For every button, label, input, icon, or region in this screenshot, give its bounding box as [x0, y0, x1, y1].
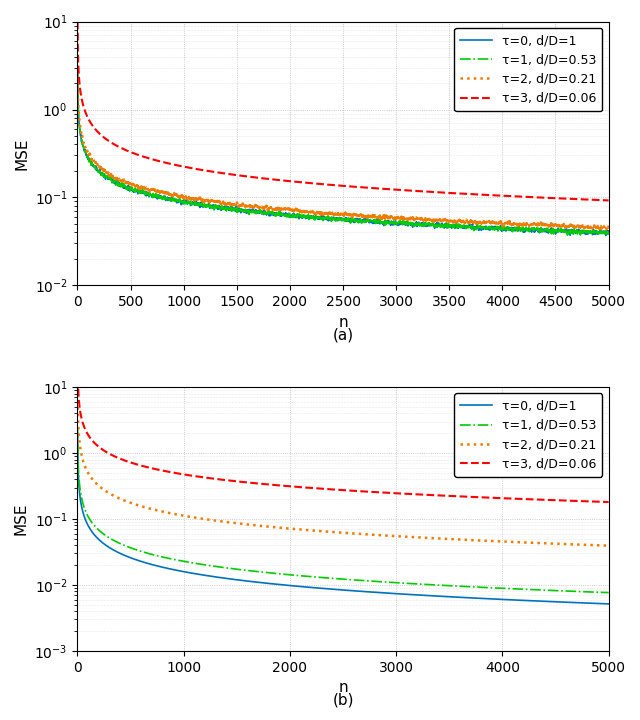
- τ=1, d/D=0.53: [605, 229, 612, 238]
- τ=0, d/D=1: [510, 595, 518, 604]
- τ=1, d/D=0.53: [419, 580, 427, 588]
- τ=3, d/D=0.06: [392, 489, 400, 498]
- τ=2, d/D=0.21: [170, 189, 178, 198]
- τ=2, d/D=0.21: [510, 538, 518, 546]
- τ=1, d/D=0.53: [170, 555, 178, 564]
- τ=0, d/D=1: [510, 224, 518, 233]
- τ=0, d/D=1: [470, 225, 477, 234]
- τ=1, d/D=0.53: [510, 225, 518, 234]
- τ=2, d/D=0.21: [276, 523, 284, 532]
- τ=2, d/D=0.21: [470, 536, 477, 544]
- τ=0, d/D=1: [74, 429, 81, 438]
- τ=1, d/D=0.53: [170, 195, 178, 204]
- τ=3, d/D=0.06: [419, 490, 427, 499]
- τ=3, d/D=0.06: [276, 176, 284, 184]
- τ=0, d/D=1: [419, 220, 427, 228]
- τ=2, d/D=0.21: [510, 219, 518, 228]
- Line: τ=3, d/D=0.06: τ=3, d/D=0.06: [77, 356, 609, 502]
- τ=3, d/D=0.06: [605, 196, 612, 204]
- τ=2, d/D=0.21: [170, 510, 178, 518]
- τ=3, d/D=0.06: [510, 495, 518, 503]
- τ=2, d/D=0.21: [74, 383, 81, 392]
- τ=1, d/D=0.53: [470, 582, 477, 591]
- Text: (a): (a): [333, 328, 354, 343]
- τ=3, d/D=0.06: [392, 185, 400, 194]
- Line: τ=2, d/D=0.21: τ=2, d/D=0.21: [77, 66, 609, 230]
- τ=0, d/D=1: [276, 208, 284, 217]
- τ=2, d/D=0.21: [470, 217, 477, 226]
- Line: τ=2, d/D=0.21: τ=2, d/D=0.21: [77, 387, 609, 546]
- τ=1, d/D=0.53: [276, 210, 284, 218]
- τ=3, d/D=0.06: [170, 469, 178, 477]
- τ=1, d/D=0.53: [392, 218, 400, 227]
- τ=1, d/D=0.53: [276, 570, 284, 578]
- Line: τ=0, d/D=1: τ=0, d/D=1: [77, 70, 609, 235]
- τ=1, d/D=0.53: [419, 220, 427, 228]
- τ=2, d/D=0.21: [605, 220, 612, 229]
- τ=2, d/D=0.21: [419, 534, 427, 542]
- τ=0, d/D=1: [392, 220, 400, 228]
- τ=0, d/D=1: [605, 600, 612, 608]
- Legend: τ=0, d/D=1, τ=1, d/D=0.53, τ=2, d/D=0.21, τ=3, d/D=0.06: τ=0, d/D=1, τ=1, d/D=0.53, τ=2, d/D=0.21…: [454, 28, 602, 111]
- τ=0, d/D=1: [392, 590, 400, 598]
- τ=2, d/D=0.21: [392, 215, 400, 223]
- τ=0, d/D=1: [74, 66, 81, 74]
- τ=0, d/D=1: [419, 591, 427, 600]
- τ=2, d/D=0.21: [392, 532, 400, 541]
- τ=3, d/D=0.06: [74, 17, 81, 26]
- τ=0, d/D=1: [276, 580, 284, 589]
- τ=2, d/D=0.21: [598, 225, 605, 234]
- τ=2, d/D=0.21: [419, 215, 427, 223]
- τ=1, d/D=0.53: [74, 423, 81, 431]
- Line: τ=1, d/D=0.53: τ=1, d/D=0.53: [77, 427, 609, 593]
- X-axis label: n: n: [338, 315, 348, 330]
- Line: τ=3, d/D=0.06: τ=3, d/D=0.06: [77, 22, 609, 200]
- Line: τ=1, d/D=0.53: τ=1, d/D=0.53: [77, 71, 609, 235]
- Legend: τ=0, d/D=1, τ=1, d/D=0.53, τ=2, d/D=0.21, τ=3, d/D=0.06: τ=0, d/D=1, τ=1, d/D=0.53, τ=2, d/D=0.21…: [454, 394, 602, 477]
- τ=1, d/D=0.53: [510, 585, 518, 593]
- τ=2, d/D=0.21: [74, 61, 81, 70]
- τ=0, d/D=1: [605, 227, 612, 235]
- Y-axis label: MSE: MSE: [14, 503, 29, 535]
- τ=3, d/D=0.06: [276, 481, 284, 490]
- τ=3, d/D=0.06: [510, 192, 518, 201]
- τ=0, d/D=1: [170, 565, 178, 574]
- Text: (b): (b): [332, 693, 354, 708]
- τ=0, d/D=1: [602, 231, 610, 240]
- τ=3, d/D=0.06: [170, 161, 178, 169]
- τ=1, d/D=0.53: [470, 226, 477, 235]
- τ=1, d/D=0.53: [74, 67, 81, 76]
- τ=3, d/D=0.06: [605, 498, 612, 506]
- Line: τ=0, d/D=1: τ=0, d/D=1: [77, 433, 609, 604]
- τ=3, d/D=0.06: [419, 187, 427, 196]
- X-axis label: n: n: [338, 680, 348, 695]
- τ=3, d/D=0.06: [470, 190, 477, 199]
- τ=1, d/D=0.53: [605, 588, 612, 597]
- τ=3, d/D=0.06: [74, 351, 81, 360]
- τ=3, d/D=0.06: [470, 492, 477, 501]
- Y-axis label: MSE: MSE: [14, 138, 29, 170]
- τ=1, d/D=0.53: [564, 231, 572, 240]
- τ=1, d/D=0.53: [392, 578, 400, 587]
- τ=2, d/D=0.21: [276, 205, 284, 214]
- τ=0, d/D=1: [470, 594, 477, 603]
- τ=0, d/D=1: [170, 195, 178, 204]
- τ=2, d/D=0.21: [605, 541, 612, 550]
